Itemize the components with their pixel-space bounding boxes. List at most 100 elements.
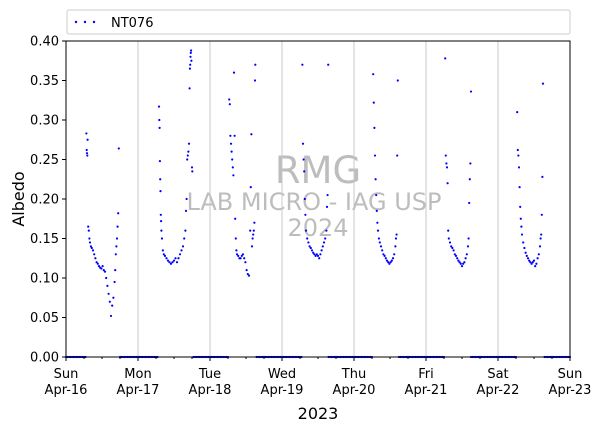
data-point bbox=[540, 233, 543, 236]
data-point bbox=[169, 262, 173, 265]
x-tick-label-day: Thu bbox=[341, 367, 366, 382]
data-point bbox=[452, 249, 455, 252]
x-tick-label-day: Tue bbox=[198, 367, 221, 382]
data-point bbox=[187, 142, 191, 145]
data-point bbox=[445, 166, 449, 169]
data-point bbox=[536, 257, 539, 260]
data-point bbox=[303, 170, 306, 173]
data-point bbox=[190, 59, 193, 62]
data-point bbox=[373, 154, 377, 157]
y-tick-label: 0.25 bbox=[30, 153, 59, 168]
data-point bbox=[243, 257, 246, 260]
data-point bbox=[307, 241, 310, 244]
data-point bbox=[187, 150, 190, 153]
data-point bbox=[232, 71, 236, 74]
data-point bbox=[456, 257, 459, 260]
data-point bbox=[253, 79, 257, 82]
data-point bbox=[109, 314, 113, 318]
data-point bbox=[159, 190, 162, 193]
y-axis-title: Albedo bbox=[9, 171, 28, 226]
data-point bbox=[186, 158, 189, 161]
data-point bbox=[171, 261, 174, 264]
data-point bbox=[447, 229, 450, 232]
data-point bbox=[159, 178, 162, 181]
data-point bbox=[241, 253, 245, 256]
data-point bbox=[112, 296, 115, 299]
data-point bbox=[229, 134, 232, 137]
data-point bbox=[518, 186, 521, 189]
data-point bbox=[183, 237, 186, 240]
y-tick-label: 0.00 bbox=[30, 351, 59, 366]
x-tick-label-day: Wed bbox=[268, 367, 296, 382]
data-point bbox=[254, 63, 257, 66]
data-point bbox=[526, 257, 530, 260]
data-point bbox=[459, 262, 462, 265]
data-point bbox=[444, 154, 447, 157]
data-point bbox=[113, 280, 116, 284]
data-point bbox=[252, 233, 255, 236]
data-point bbox=[108, 300, 111, 303]
data-point bbox=[375, 193, 378, 197]
data-point bbox=[235, 249, 238, 252]
data-point bbox=[184, 229, 187, 232]
data-point bbox=[102, 269, 105, 272]
data-point bbox=[165, 257, 168, 260]
data-point bbox=[86, 154, 89, 157]
data-point bbox=[523, 246, 526, 250]
gridlines bbox=[137, 41, 499, 357]
data-point bbox=[240, 254, 243, 257]
data-point bbox=[190, 49, 193, 52]
data-point bbox=[96, 262, 99, 265]
x-tick-label-date: Apr-18 bbox=[189, 383, 232, 398]
watermark-line1: RMG bbox=[275, 149, 361, 192]
data-point bbox=[86, 138, 89, 141]
data-point bbox=[314, 254, 317, 257]
x-tick-label-day: Sun bbox=[558, 367, 583, 382]
data-point bbox=[88, 237, 91, 240]
data-point bbox=[326, 193, 329, 197]
data-point bbox=[246, 272, 249, 276]
x-tick-label-date: Apr-19 bbox=[261, 383, 304, 398]
data-point bbox=[372, 101, 375, 104]
data-point bbox=[391, 257, 395, 260]
data-point bbox=[253, 221, 256, 224]
data-point bbox=[237, 254, 240, 257]
data-point bbox=[316, 254, 320, 257]
data-point bbox=[519, 217, 522, 220]
data-point bbox=[186, 154, 189, 157]
data-point bbox=[160, 229, 163, 232]
data-point bbox=[174, 257, 177, 260]
data-point bbox=[97, 265, 101, 268]
data-point bbox=[239, 257, 242, 260]
data-point bbox=[162, 253, 165, 256]
data-point bbox=[448, 241, 452, 244]
data-point bbox=[445, 162, 448, 165]
data-point bbox=[158, 126, 161, 129]
data-point bbox=[308, 245, 311, 248]
data-point bbox=[381, 249, 384, 252]
data-point bbox=[106, 284, 109, 287]
data-point bbox=[91, 249, 95, 252]
data-point bbox=[117, 147, 120, 150]
data-point bbox=[382, 253, 385, 256]
data-point bbox=[324, 237, 327, 240]
data-point bbox=[180, 249, 183, 252]
data-point bbox=[529, 261, 532, 264]
data-point bbox=[531, 261, 534, 264]
legend-box bbox=[66, 9, 571, 35]
data-point bbox=[184, 209, 188, 212]
data-point bbox=[389, 261, 392, 264]
data-point bbox=[375, 209, 378, 212]
data-point bbox=[251, 237, 254, 240]
y-tick-label: 0.40 bbox=[30, 35, 59, 50]
data-point bbox=[378, 241, 381, 244]
data-point bbox=[540, 213, 543, 216]
data-point bbox=[318, 257, 321, 260]
data-point bbox=[522, 241, 525, 244]
data-point bbox=[322, 241, 326, 244]
x-tick-label-day: Mon bbox=[124, 367, 151, 382]
data-point bbox=[85, 132, 88, 135]
data-point bbox=[395, 233, 398, 236]
data-point bbox=[396, 154, 399, 157]
data-point bbox=[175, 261, 179, 264]
